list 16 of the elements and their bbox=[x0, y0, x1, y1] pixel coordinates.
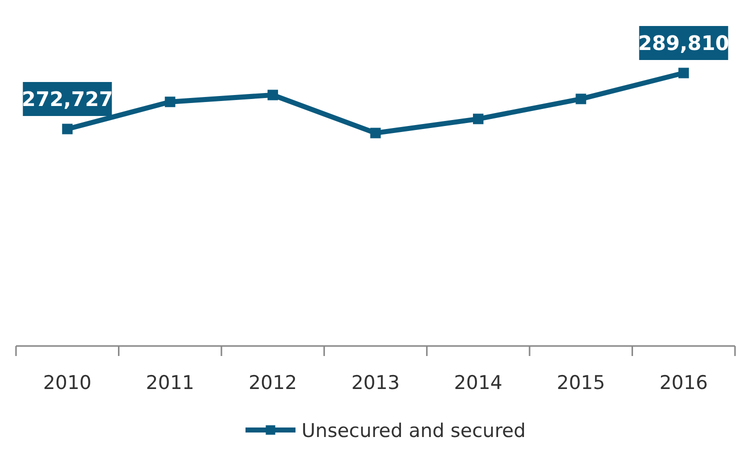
point bbox=[164, 96, 176, 108]
point bbox=[678, 68, 689, 78]
legend-label: Unsecured and secured bbox=[302, 420, 526, 442]
point bbox=[268, 90, 278, 100]
point bbox=[370, 128, 381, 138]
x-tick-label: 2015 bbox=[556, 372, 606, 394]
data-label: 272,727 bbox=[22, 87, 113, 111]
x-tick-label: 2014 bbox=[454, 372, 502, 394]
x-tick-label: 2011 bbox=[146, 372, 194, 394]
point bbox=[576, 94, 586, 104]
point bbox=[62, 124, 73, 134]
x-tick-label: 2012 bbox=[248, 372, 297, 394]
point bbox=[472, 114, 484, 124]
x-tick-label: 2010 bbox=[43, 372, 92, 394]
x-tick-label: 2013 bbox=[351, 372, 400, 394]
x-tick-label: 2016 bbox=[659, 372, 708, 394]
